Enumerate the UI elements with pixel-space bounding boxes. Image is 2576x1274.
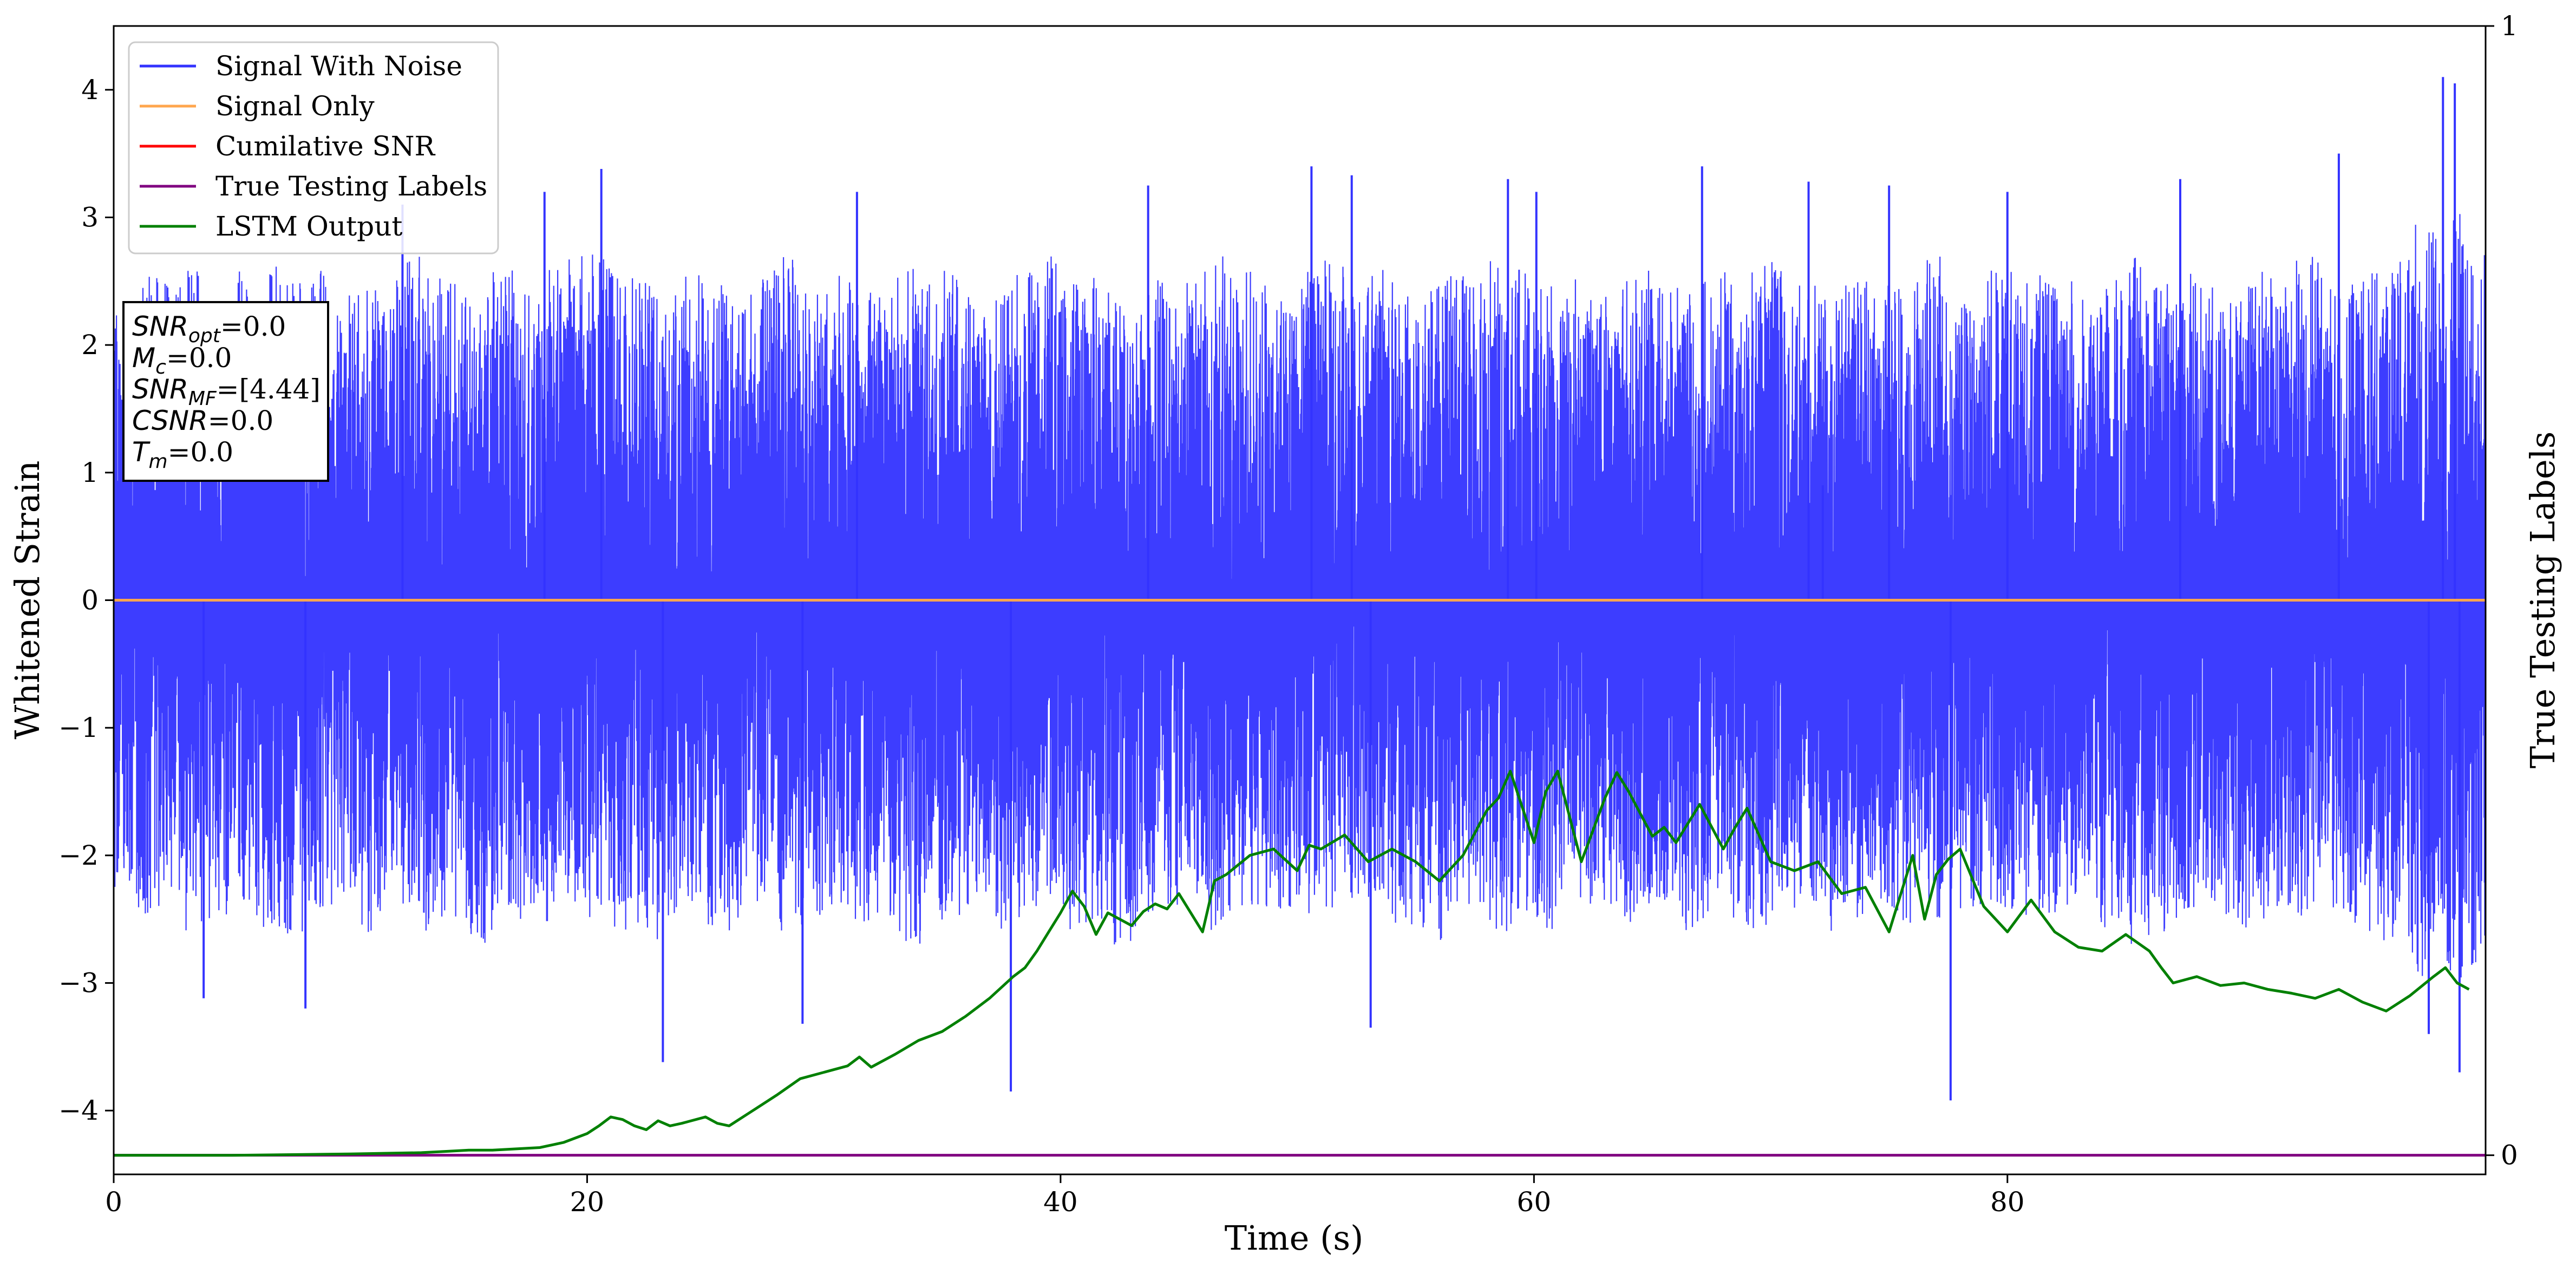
y-right-tick-label: 0 [2501, 1140, 2518, 1171]
legend-label: Cumilative SNR [215, 130, 435, 162]
legend-label: LSTM Output [215, 211, 402, 242]
x-tick-label: 0 [105, 1186, 122, 1218]
plot-area [113, 25, 2487, 1175]
series-lstm-output [114, 769, 2470, 1157]
x-tick-label: 40 [1043, 1186, 1078, 1218]
y-tick-label: −3 [58, 968, 99, 999]
legend-label: True Testing Labels [215, 171, 487, 202]
info-line: SNRMF=[4.44] [132, 374, 321, 410]
y-axis-title-right: True Testing Labels [2523, 432, 2562, 769]
y-tick-label: −1 [58, 712, 99, 743]
series-layer [114, 77, 2486, 1157]
legend-label: Signal With Noise [215, 50, 462, 82]
y-tick-label: 3 [81, 202, 99, 233]
y-tick-label: −2 [58, 840, 99, 871]
info-line: Mc=0.0 [132, 342, 232, 378]
info-line: CSNR=0.0 [132, 405, 273, 436]
y-tick-label: 1 [81, 457, 99, 488]
y-tick-label: 4 [81, 74, 99, 106]
x-tick-label: 20 [570, 1186, 605, 1218]
y-right-tick-label: 1 [2501, 10, 2518, 42]
info-line: Tm=0.0 [132, 436, 233, 473]
x-tick-label: 80 [1990, 1186, 2025, 1218]
series-signal-with-noise [114, 207, 2486, 978]
y-axis-title: Whitened Strain [8, 461, 47, 740]
y-tick-label: 0 [81, 585, 99, 616]
x-axis-title: Time (s) [1225, 1218, 1364, 1258]
legend-frame [128, 41, 499, 254]
y-tick-label: 2 [81, 329, 99, 361]
info-box: SNRopt=0.0Mc=0.0SNRMF=[4.44]CSNR=0.0Tm=0… [122, 301, 329, 482]
legend: Signal With Noise Signal Only Cumilative S… [128, 41, 499, 254]
info-box-frame [122, 301, 329, 482]
x-tick-label: 60 [1517, 1186, 1552, 1218]
legend-label: Signal Only [215, 90, 375, 122]
y-tick-label: −4 [58, 1095, 99, 1126]
info-line: SNRopt=0.0 [132, 311, 286, 347]
